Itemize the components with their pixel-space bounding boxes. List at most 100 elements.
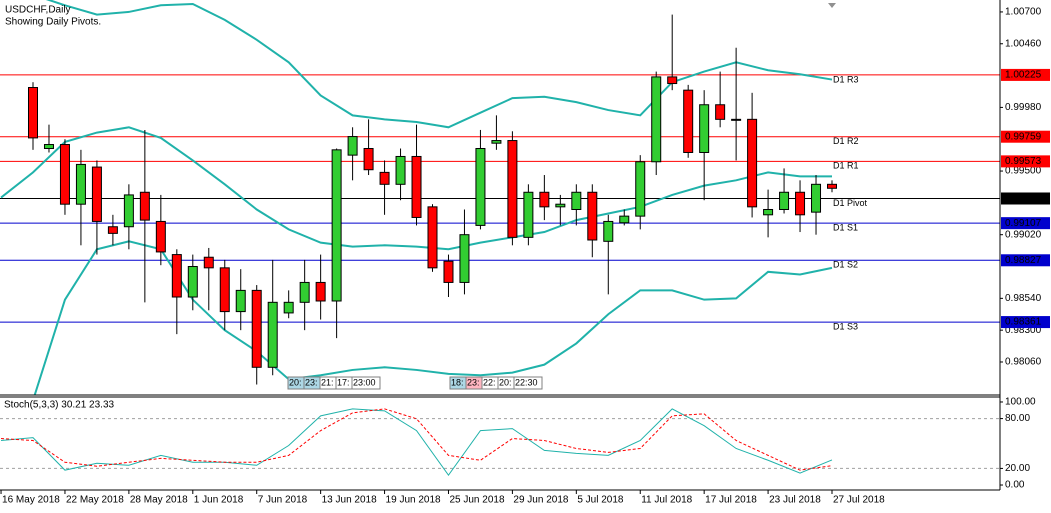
x-tick-label: 19 Jun 2018: [386, 495, 441, 506]
candle-body: [427, 206, 438, 269]
x-tick-label: 23 Jul 2018: [769, 495, 821, 506]
candle-body: [267, 301, 278, 368]
y-tick-label: 0.98060: [1005, 357, 1042, 368]
price-tag: [1001, 192, 1050, 205]
time-tag: 21:: [321, 377, 334, 387]
price-tag-label: 0.99759: [1005, 131, 1042, 142]
candle-body: [683, 89, 694, 153]
x-tick-label: 5 Jul 2018: [577, 495, 624, 506]
candle-body: [235, 289, 246, 313]
pivot-label: D1 S2: [833, 260, 858, 270]
candle-body: [459, 234, 470, 283]
pivot-label: D1 R3: [833, 74, 859, 84]
candle-body: [203, 256, 214, 269]
candle-body: [123, 194, 134, 228]
price-tag-label: 0.98361: [1005, 317, 1042, 328]
candle-body: [331, 149, 342, 302]
time-tag: 20:: [289, 377, 302, 387]
candle-body: [443, 260, 454, 283]
pivot-label: D1 R1: [833, 161, 859, 171]
price-tag: [1001, 68, 1050, 81]
price-tag: [1001, 155, 1050, 168]
candle-body: [651, 76, 662, 163]
shift-marker: [828, 3, 836, 8]
time-tag-box: [513, 376, 543, 390]
candle-body: [571, 191, 582, 210]
time-tag: 22:30: [515, 377, 538, 387]
x-tick-label: 13 Jun 2018: [322, 495, 377, 506]
chart-title: USDCHF,Daily: [5, 5, 71, 16]
price-tag-label: 1.00225: [1005, 70, 1042, 81]
candle-body: [699, 104, 710, 153]
x-tick-label: 27 Jul 2018: [833, 495, 885, 506]
y-tick-label: 1.00460: [1005, 38, 1042, 49]
time-tag: 23:00: [353, 377, 376, 387]
candle-body: [603, 220, 614, 242]
candle-body: [491, 140, 502, 144]
candle-body: [667, 76, 678, 85]
candle-body: [411, 155, 422, 218]
price-tag-label: 0.99293: [1005, 193, 1042, 204]
x-tick-label: 25 Jun 2018: [449, 495, 504, 506]
bollinger-band: [0, 126, 833, 251]
time-tag: 22:: [483, 377, 496, 387]
time-tag: 17:: [337, 377, 350, 387]
candle-body: [379, 171, 390, 185]
candle-body: [107, 226, 118, 234]
x-tick-label: 28 May 2018: [130, 495, 188, 506]
indicator-title: Stoch(5,3,3) 30.21 23.33: [4, 400, 115, 411]
x-tick-label: 11 Jul 2018: [641, 495, 692, 506]
candle-body: [299, 281, 310, 303]
pivot-label: D1 S1: [833, 223, 858, 233]
candle-body: [155, 220, 166, 253]
bollinger-band: [33, 240, 833, 395]
chart-subtitle: Showing Daily Pivots.: [5, 17, 101, 28]
candle-body: [539, 191, 550, 208]
candle-body: [363, 148, 374, 171]
y-tick-label: 0.99020: [1005, 229, 1042, 240]
y-tick-label: 0.99500: [1005, 166, 1042, 177]
candle-body: [59, 144, 70, 205]
time-tag: 23:: [467, 377, 480, 387]
time-tag: 20:: [499, 377, 512, 387]
price-tag: [1001, 316, 1050, 329]
candle-body: [347, 136, 358, 156]
candle-body: [395, 155, 406, 185]
bollinger-band: [45, 0, 833, 129]
price-tag: [1001, 130, 1050, 143]
indicator-line: [1, 408, 833, 471]
candle-body: [219, 267, 230, 313]
candle-body: [779, 191, 790, 210]
time-tag-box: [351, 376, 381, 390]
pivot-label: D1 S3: [833, 321, 858, 331]
candle-body: [635, 161, 646, 217]
candle-body: [811, 183, 822, 213]
x-tick-label: 16 May 2018: [2, 495, 60, 506]
pivot-label: D1 Pivot: [833, 198, 868, 208]
y-tick-label: 0.98540: [1005, 293, 1042, 304]
x-tick-label: 1 Jun 2018: [194, 495, 244, 506]
x-tick-label: 7 Jun 2018: [258, 495, 308, 506]
time-tag: 18:: [451, 377, 464, 387]
price-tag-label: 0.98827: [1005, 255, 1042, 266]
y-tick-label: 1.00700: [1005, 7, 1042, 18]
candle-body: [75, 163, 86, 205]
candle-body: [43, 144, 54, 150]
y-tick-label: 0.98300: [1005, 325, 1042, 336]
price-tag-label: 0.99107: [1005, 218, 1042, 229]
candle-body: [475, 148, 486, 226]
candle-body: [587, 191, 598, 241]
candle-body: [507, 140, 518, 238]
x-tick-label: 17 Jul 2018: [705, 495, 757, 506]
stochastic-panel: [0, 408, 1000, 476]
candle-body: [715, 104, 726, 120]
candle-body: [795, 191, 806, 216]
candle-body: [251, 289, 262, 368]
candle-body: [171, 254, 182, 298]
y-tick-label: 80.00: [1005, 413, 1030, 424]
price-tag: [1001, 254, 1050, 267]
candle-body: [555, 203, 566, 208]
indicator-line: [0, 408, 833, 476]
